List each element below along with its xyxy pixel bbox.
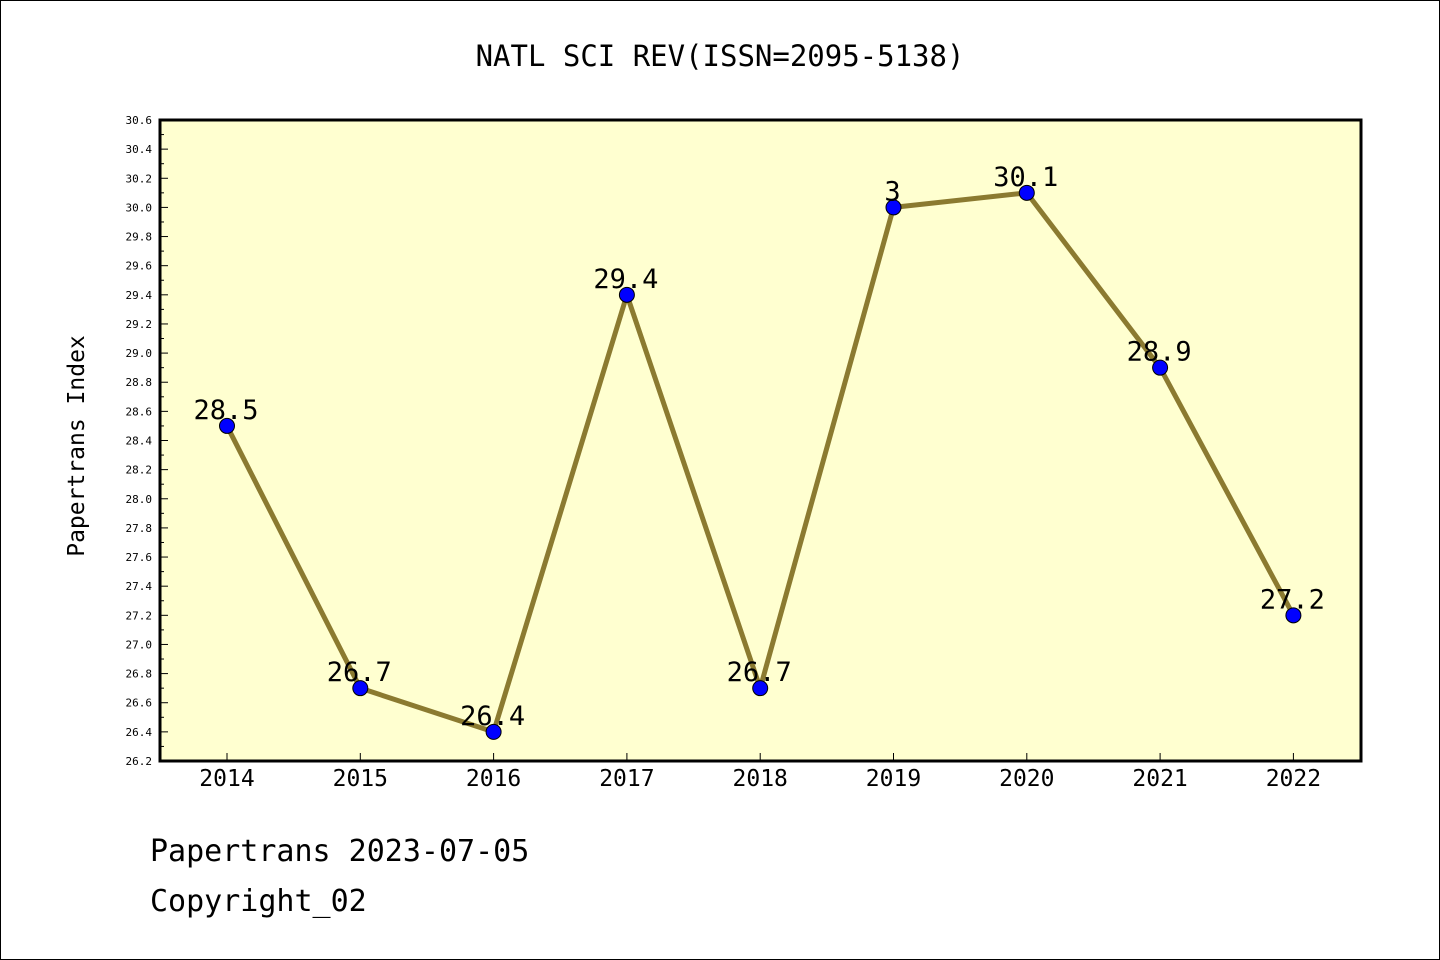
y-tick-label: 27.2 (126, 609, 153, 622)
y-axis-label: Papertrans Index (64, 335, 90, 557)
plot-background (160, 120, 1361, 761)
data-point (1152, 359, 1169, 376)
data-point (219, 417, 235, 434)
data-markers (219, 184, 1302, 740)
x-tick-label: 2016 (466, 766, 521, 792)
x-tick-label: 2017 (599, 766, 654, 792)
y-tick-label: 26.2 (126, 755, 153, 768)
plot-border (158, 118, 1363, 763)
data-label: 29.4 (593, 264, 658, 295)
data-point (485, 723, 502, 740)
x-tick-label: 2015 (333, 766, 388, 792)
x-axis: 2014 2015 2016 2017 2018 2019 2020 2021 2022 (199, 753, 1321, 792)
data-label: 3 (884, 176, 900, 207)
footer-date: Papertrans 2023-07-05 (150, 834, 530, 869)
y-tick-label: 28.8 (126, 376, 153, 389)
y-tick-label: 29.0 (126, 347, 153, 360)
data-point (618, 286, 635, 303)
y-tick-label: 27.0 (126, 638, 153, 651)
data-label: 26.4 (460, 701, 525, 732)
x-tick-label: 2019 (866, 766, 921, 792)
data-label: 27.2 (1260, 584, 1325, 615)
footer-copyright: Copyright_02 (150, 884, 367, 919)
y-tick-label: 28.0 (126, 493, 153, 506)
y-tick-label: 27.4 (126, 580, 153, 593)
x-tick-label: 2022 (1266, 766, 1321, 792)
data-label: 26.7 (727, 657, 792, 688)
data-label: 26.7 (327, 657, 392, 688)
x-tick-label: 2018 (733, 766, 788, 792)
data-point (885, 199, 902, 216)
y-tick-label: 29.4 (126, 289, 153, 302)
data-point (1018, 184, 1035, 201)
y-tick-label: 30.0 (126, 201, 153, 214)
y-tick-label: 29.2 (126, 318, 153, 331)
data-label: 28.5 (193, 395, 258, 426)
data-labels: 28.5 26.7 26.4 29.4 26.7 3 30.1 28.9 27.2 (193, 162, 1324, 732)
data-point (352, 680, 369, 697)
x-tick-label: 2021 (1132, 766, 1187, 792)
data-label: 28.9 (1127, 337, 1192, 368)
y-axis: 26.2 26.4 26.6 26.8 27.0 27.2 27.4 27.6 27.8 28.0… (126, 114, 168, 768)
data-point (752, 680, 769, 697)
y-tick-label: 27.8 (126, 522, 153, 535)
y-tick-label: 30.2 (126, 172, 153, 185)
data-point (1285, 607, 1302, 624)
y-tick-label: 26.4 (126, 726, 153, 739)
y-tick-label: 29.8 (126, 231, 153, 244)
data-label: 30.1 (993, 162, 1058, 193)
x-tick-label: 2014 (199, 766, 254, 792)
y-tick-label: 30.6 (126, 114, 153, 127)
chart-title: NATL SCI REV(ISSN=2095-5138) (476, 39, 965, 73)
y-tick-label: 27.6 (126, 551, 153, 564)
y-tick-label: 29.6 (126, 260, 153, 273)
y-tick-label: 28.6 (126, 405, 153, 418)
y-tick-label: 26.8 (126, 668, 153, 681)
x-tick-label: 2020 (999, 766, 1054, 792)
y-tick-label: 26.6 (126, 697, 153, 710)
y-tick-label: 28.4 (126, 435, 153, 448)
y-tick-label: 28.2 (126, 464, 153, 477)
y-tick-label: 30.4 (126, 143, 153, 156)
